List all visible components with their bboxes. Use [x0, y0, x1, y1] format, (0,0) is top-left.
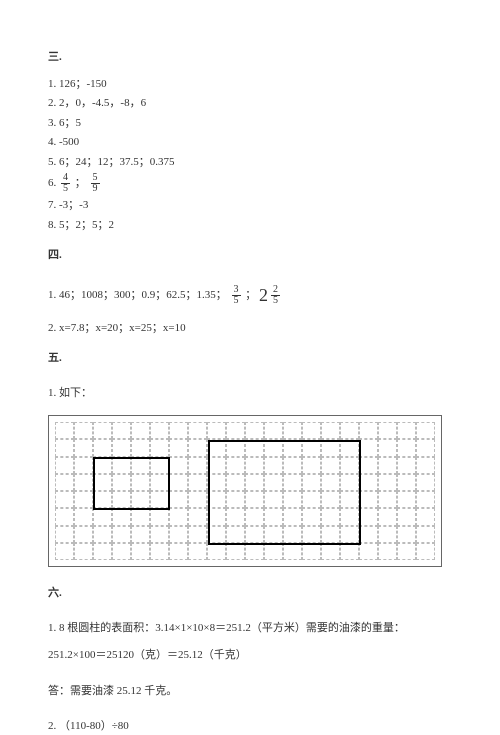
- s4-line-2: 2. x=7.8；x=20；x=25；x=10: [48, 320, 452, 337]
- s6-line: 251.2×100＝25120（克）＝25.12（千克）: [48, 647, 452, 664]
- s6-line: 答：需要油漆 25.12 千克。: [48, 683, 452, 700]
- frac-num: 4: [61, 173, 70, 183]
- fraction-4-5: 4 5: [61, 173, 70, 194]
- fraction-5-9: 5 9: [91, 173, 100, 194]
- s3-line: 4. -500: [48, 134, 452, 151]
- s4-l1-prefix: 1. 46；1008；300；0.9；62.5；1.35；: [48, 289, 230, 301]
- section-5-title: 五.: [48, 350, 452, 367]
- s3-line: 1. 126；-150: [48, 76, 452, 93]
- s3-line: 8. 5；2；5；2: [48, 217, 452, 234]
- frac-num: 2: [271, 285, 280, 295]
- frac-den: 5: [232, 295, 241, 306]
- s3-l6-mid: ；: [75, 177, 89, 189]
- s3-line: 5. 6；24；12；37.5；0.375: [48, 154, 452, 171]
- s3-line: 2. 2，0，-4.5，-8，6: [48, 95, 452, 112]
- s5-line-1: 1. 如下：: [48, 385, 452, 402]
- frac-den: 5: [61, 183, 70, 194]
- frac-num: 3: [232, 285, 241, 295]
- s4-line-1: 1. 46；1008；300；0.9；62.5；1.35； 3 5 ； 2 2 …: [48, 282, 452, 309]
- section-4-title: 四.: [48, 247, 452, 264]
- s4-l1-mid: ；: [245, 289, 259, 301]
- section-6-title: 六.: [48, 585, 452, 602]
- s6-line: 1. 8 根圆柱的表面积：3.14×1×10×8＝251.2（平方米）需要的油漆…: [48, 620, 452, 637]
- s3-l6-prefix: 6.: [48, 177, 59, 189]
- fraction-2-5: 2 5: [271, 285, 280, 306]
- grid-figure: [48, 415, 442, 567]
- s6-line: 2. （110-80）÷80: [48, 718, 452, 735]
- large-rectangle: [208, 440, 361, 545]
- mixed-whole: 2: [259, 282, 268, 309]
- section-3-title: 三.: [48, 49, 452, 66]
- s3-line: 7. -3；-3: [48, 197, 452, 214]
- s3-line: 3. 6；5: [48, 115, 452, 132]
- frac-num: 5: [91, 173, 100, 183]
- frac-den: 5: [271, 295, 280, 306]
- frac-den: 9: [91, 183, 100, 194]
- small-rectangle: [93, 457, 169, 510]
- fraction-3-5: 3 5: [232, 285, 241, 306]
- s3-line-6: 6. 4 5 ； 5 9: [48, 173, 452, 194]
